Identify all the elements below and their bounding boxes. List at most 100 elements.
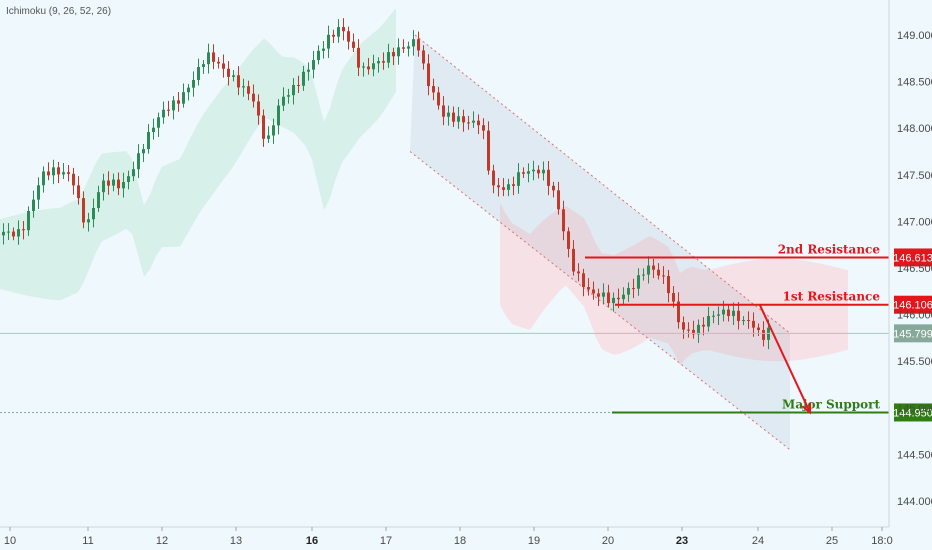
candle bbox=[507, 178, 510, 197]
candle-body bbox=[492, 170, 495, 186]
candle bbox=[752, 312, 755, 337]
candle-body bbox=[192, 79, 195, 88]
y-tick-label: 144.000 bbox=[897, 496, 932, 508]
candle-body bbox=[522, 172, 525, 174]
candle bbox=[487, 121, 490, 175]
level-price-text: 144.950 bbox=[893, 407, 932, 419]
candle-body bbox=[422, 50, 425, 64]
candle bbox=[337, 19, 340, 43]
projection-arrow-head bbox=[801, 402, 812, 415]
candle bbox=[652, 259, 655, 279]
level-price-text: 146.613 bbox=[893, 252, 932, 264]
candle-body bbox=[47, 171, 50, 176]
candle-body bbox=[462, 116, 465, 123]
current-price-text: 145.799 bbox=[893, 328, 932, 340]
candle bbox=[272, 118, 275, 144]
candle-body bbox=[242, 86, 245, 88]
candle bbox=[432, 78, 435, 101]
candle-body bbox=[337, 27, 340, 37]
candle-body bbox=[737, 310, 740, 322]
candle-body bbox=[137, 153, 140, 170]
candle bbox=[97, 185, 100, 212]
candle bbox=[537, 165, 540, 179]
candle bbox=[282, 87, 285, 112]
candle bbox=[417, 31, 420, 57]
candle-body bbox=[627, 288, 630, 295]
candle bbox=[117, 172, 120, 196]
candle-body bbox=[142, 149, 145, 154]
candle-body bbox=[427, 63, 430, 87]
candle bbox=[587, 278, 590, 296]
candle-body bbox=[87, 219, 90, 223]
candle bbox=[62, 162, 65, 180]
candle bbox=[662, 266, 665, 284]
candle bbox=[712, 310, 715, 324]
candle bbox=[107, 171, 110, 195]
candle-body bbox=[217, 61, 220, 64]
candle-body bbox=[752, 320, 755, 328]
candle-body bbox=[482, 125, 485, 131]
candle-body bbox=[342, 27, 345, 32]
candle bbox=[7, 223, 10, 240]
support-resistance-levels: 2nd Resistance 146.613 1st Resistance 146.1… bbox=[0, 242, 932, 422]
candle-body bbox=[22, 229, 25, 231]
y-tick-label: 149.000 bbox=[897, 30, 932, 42]
candle bbox=[577, 263, 580, 282]
candle bbox=[527, 163, 530, 183]
candle bbox=[597, 288, 600, 306]
ichimoku-cloud-bullish bbox=[0, 8, 396, 301]
candle-body bbox=[602, 292, 605, 297]
candle bbox=[562, 200, 565, 241]
x-tick-label: 17 bbox=[380, 535, 392, 547]
candle bbox=[37, 177, 40, 209]
candle-body bbox=[622, 294, 625, 300]
candle bbox=[657, 263, 660, 280]
candle bbox=[702, 317, 705, 336]
candle-body bbox=[117, 179, 120, 189]
candle-body bbox=[512, 184, 515, 186]
candle-body bbox=[442, 105, 445, 117]
x-tick-label: 11 bbox=[82, 535, 93, 547]
candle bbox=[532, 160, 535, 181]
candle bbox=[307, 62, 310, 81]
candle bbox=[477, 114, 480, 135]
candle bbox=[147, 124, 150, 154]
candle bbox=[727, 305, 730, 322]
candle-body bbox=[287, 95, 290, 97]
candle-body bbox=[722, 309, 725, 315]
y-tick-label: 146.000 bbox=[897, 310, 932, 322]
candle-body bbox=[407, 46, 410, 49]
level-price-text: 146.106 bbox=[893, 300, 932, 312]
candle bbox=[192, 71, 195, 97]
candle-body bbox=[402, 47, 405, 49]
candle-body bbox=[7, 231, 10, 233]
candle bbox=[367, 58, 370, 75]
candle-body bbox=[537, 169, 540, 174]
candle-body bbox=[652, 265, 655, 270]
candle-body bbox=[167, 109, 170, 111]
candle-body bbox=[632, 288, 635, 290]
candle bbox=[642, 268, 645, 281]
candle-body bbox=[102, 180, 105, 193]
candle-body bbox=[2, 231, 5, 236]
candle-body bbox=[322, 48, 325, 51]
candle-body bbox=[557, 190, 560, 210]
y-tick-label: 146.500 bbox=[897, 263, 932, 275]
candle-body bbox=[72, 173, 75, 186]
candle-body bbox=[67, 172, 70, 174]
candle bbox=[397, 38, 400, 65]
candle-body bbox=[172, 100, 175, 111]
y-tick-label: 145.500 bbox=[897, 356, 932, 368]
candle bbox=[287, 88, 290, 104]
candle-body bbox=[507, 184, 510, 190]
candle-body bbox=[177, 100, 180, 104]
candle-body bbox=[297, 85, 300, 87]
candle-body bbox=[742, 319, 745, 322]
candle bbox=[552, 181, 555, 198]
candle-body bbox=[587, 287, 590, 290]
y-tick-label: 147.500 bbox=[897, 170, 932, 182]
candle-body bbox=[457, 116, 460, 122]
candle bbox=[187, 83, 190, 101]
candle-body bbox=[132, 169, 135, 177]
